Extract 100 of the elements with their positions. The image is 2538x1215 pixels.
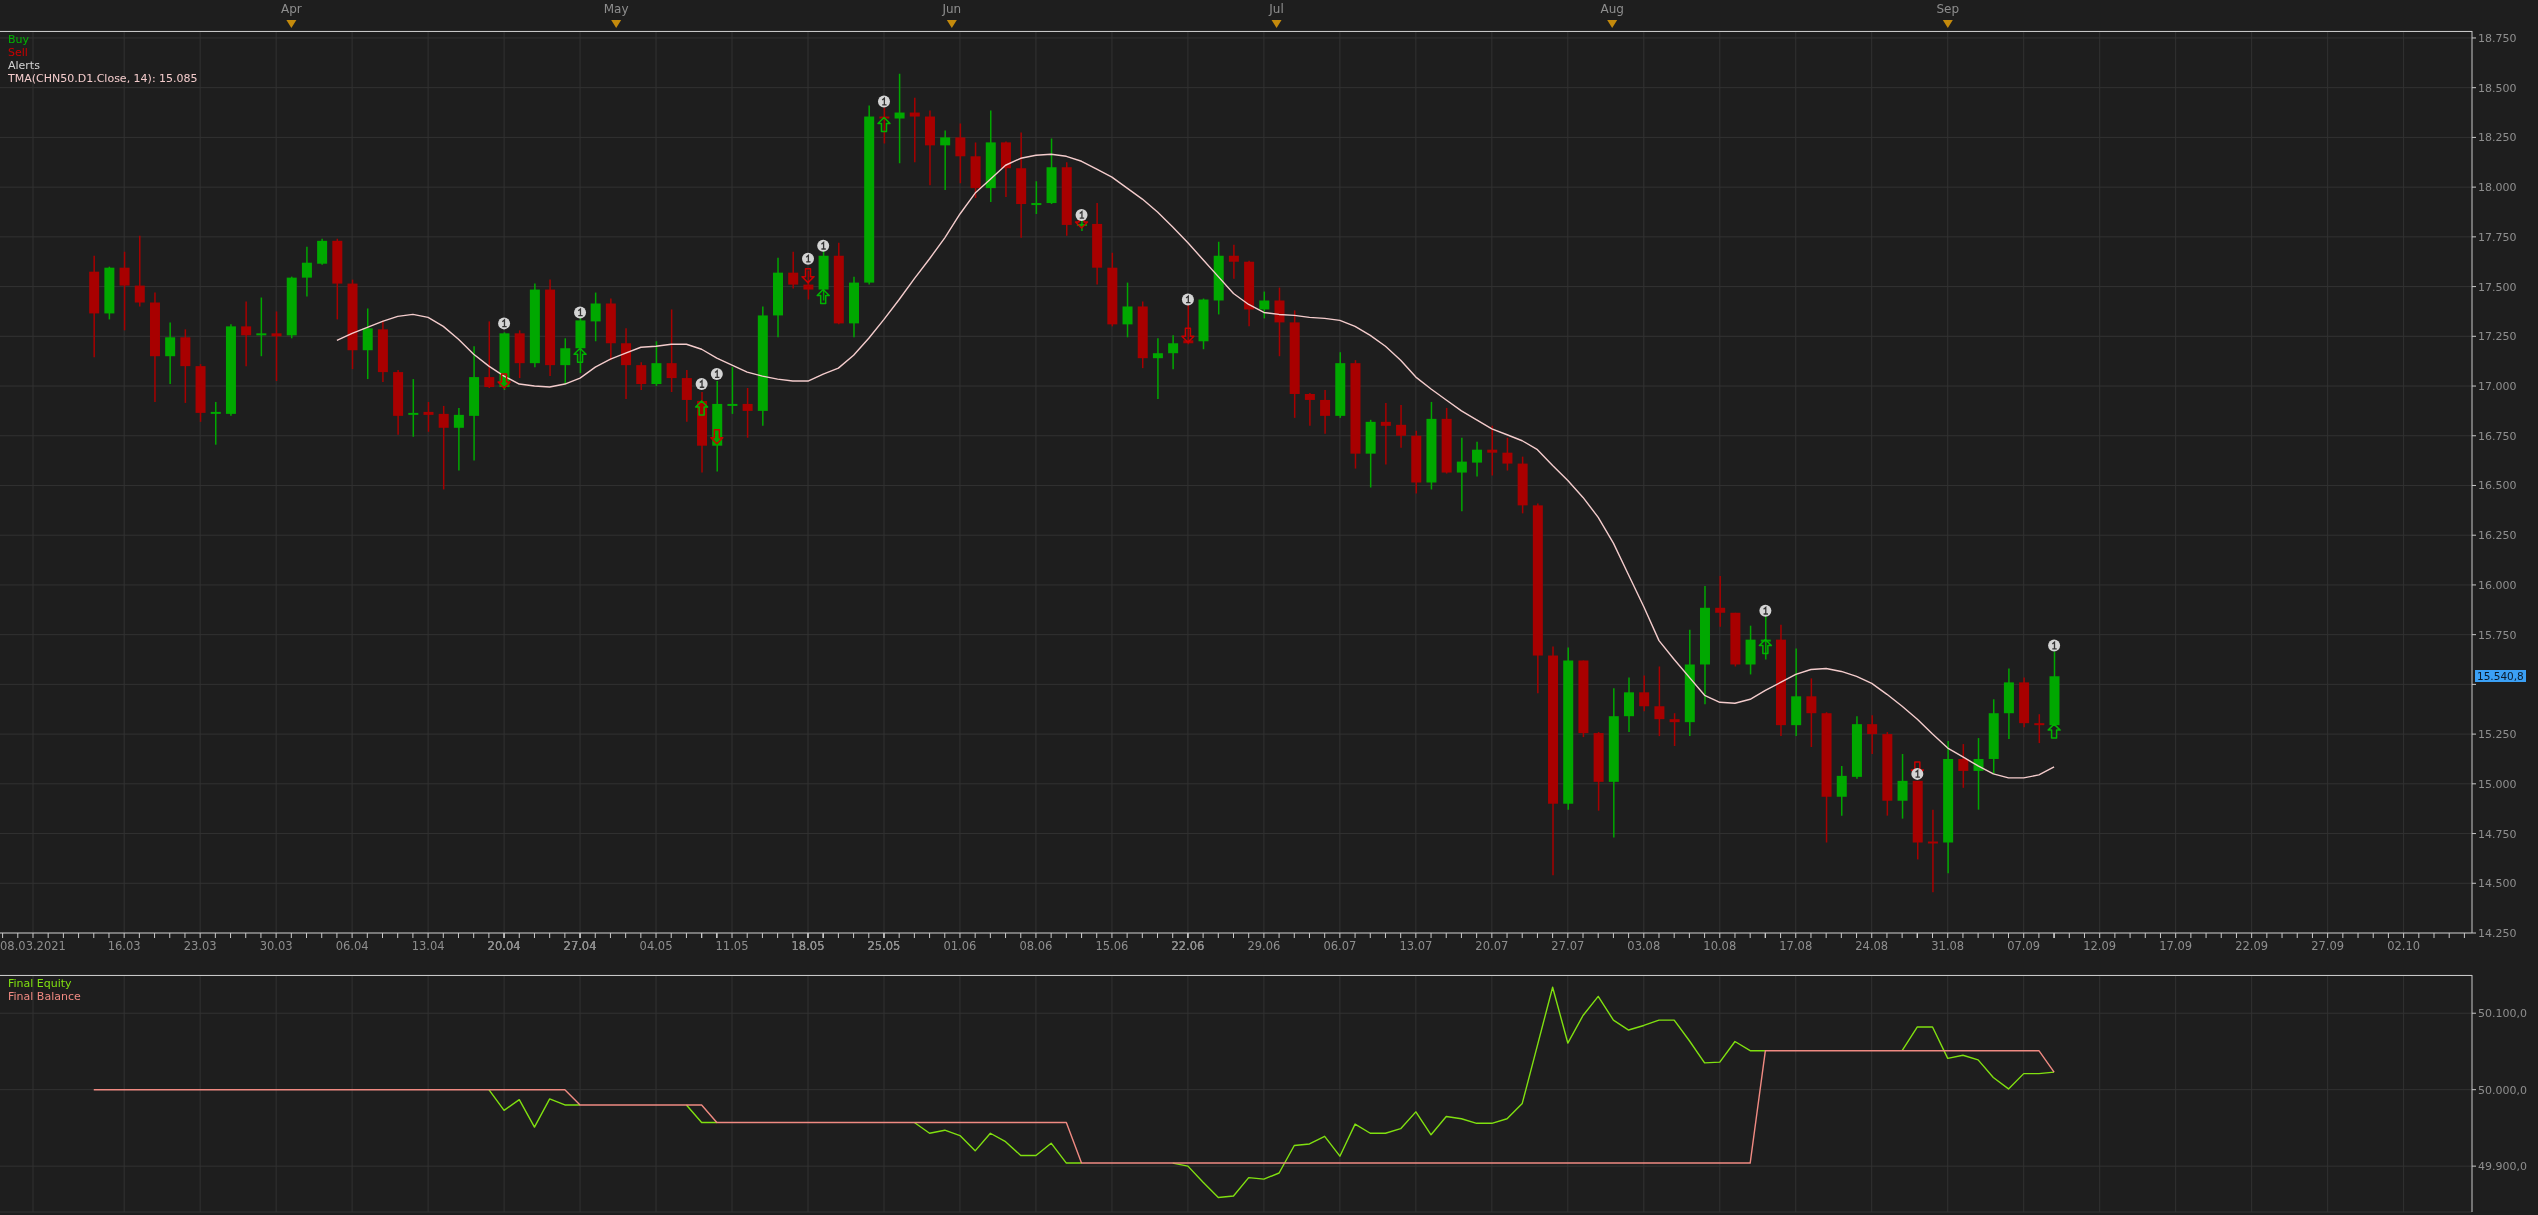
candlestick bbox=[788, 251, 799, 290]
text: Buy bbox=[8, 33, 31, 46]
y-tick-label: 17.000 bbox=[2478, 380, 2517, 394]
text: Sell bbox=[8, 46, 29, 59]
y-tick-label: 50.000,0 bbox=[2478, 1083, 2527, 1097]
candlestick bbox=[909, 96, 920, 164]
x-tick-label: 24.08 bbox=[1855, 939, 1889, 953]
candlestick bbox=[1380, 402, 1391, 466]
point bbox=[710, 429, 724, 445]
candlestick bbox=[1502, 437, 1513, 472]
candlestick bbox=[560, 337, 571, 385]
x2-tick-label: Aug bbox=[1600, 2, 1624, 16]
point bbox=[710, 368, 723, 381]
candlestick bbox=[408, 378, 419, 438]
candlestick bbox=[1897, 753, 1908, 820]
y-tick-label: 16.250 bbox=[2478, 529, 2517, 543]
y-tick-label: 18.000 bbox=[2478, 181, 2517, 195]
y-tick-label: 16.500 bbox=[2478, 479, 2517, 493]
y-tick-label: 16.000 bbox=[2478, 578, 2517, 592]
x-tick-label: 08.06 bbox=[1019, 939, 1053, 953]
y-tick-label: 17.750 bbox=[2478, 230, 2517, 244]
x-tick-label: 07.09 bbox=[2007, 939, 2041, 953]
candlestick bbox=[1669, 712, 1680, 747]
candlestick bbox=[1958, 743, 1969, 789]
candlestick bbox=[666, 308, 677, 393]
x-tick-label: 29.06 bbox=[1247, 939, 1281, 953]
x2-tick-label: Jul bbox=[1268, 2, 1284, 16]
point bbox=[1758, 638, 1773, 655]
x-tick-label: 13.04 bbox=[411, 939, 445, 953]
y-tick-label: 18.500 bbox=[2478, 81, 2517, 95]
candlestick bbox=[256, 296, 267, 357]
candlestick bbox=[453, 407, 464, 472]
x-tick-label: 17.08 bbox=[1779, 939, 1813, 953]
candlestick bbox=[1228, 244, 1239, 280]
candlestick bbox=[940, 129, 951, 191]
candlestick bbox=[681, 369, 692, 423]
y-tick-label: 14.750 bbox=[2478, 827, 2517, 841]
y-tick-label: 15.250 bbox=[2478, 728, 2517, 742]
candlestick bbox=[1867, 714, 1878, 755]
y-tick-label: 15.000 bbox=[2478, 777, 2517, 791]
candlestick bbox=[1927, 808, 1938, 893]
point bbox=[2047, 723, 2061, 739]
y-tick-label: 14.500 bbox=[2478, 877, 2517, 891]
candlestick bbox=[1654, 665, 1665, 737]
candlestick bbox=[590, 291, 601, 343]
point bbox=[694, 400, 709, 416]
x-tick-label: 04.05 bbox=[639, 939, 673, 953]
x-tick-label: 11.05 bbox=[715, 939, 749, 953]
candlestick bbox=[621, 327, 632, 400]
candlestick bbox=[1304, 392, 1315, 427]
point bbox=[573, 347, 587, 363]
text: TMA(CHN50.D1.Close, 14): 15.085 bbox=[8, 72, 198, 85]
candlestick bbox=[1715, 575, 1726, 628]
y-tick-label: 18.750 bbox=[2478, 31, 2517, 45]
point bbox=[816, 288, 830, 305]
x-tick-label: 06.04 bbox=[335, 939, 369, 953]
x-tick-label: 31.08 bbox=[1931, 939, 1965, 953]
text: Final Equity bbox=[8, 977, 73, 990]
candlestick bbox=[317, 238, 328, 266]
x-tick-label: 16.03 bbox=[107, 939, 141, 953]
y-tick-label: 16.750 bbox=[2478, 429, 2517, 443]
candlestick bbox=[1274, 286, 1285, 357]
point bbox=[497, 373, 511, 389]
x-tick-label: 03.08 bbox=[1627, 939, 1661, 953]
candlestick bbox=[1639, 674, 1650, 712]
x-tick-label: 15.06 bbox=[1095, 939, 1129, 953]
x-tick-label: 27.04 bbox=[563, 939, 597, 953]
x-tick-label: 01.06 bbox=[943, 939, 977, 953]
candlestick bbox=[894, 73, 905, 165]
candlestick bbox=[484, 320, 495, 389]
candlestick bbox=[2034, 713, 2045, 744]
candlestick bbox=[134, 235, 145, 308]
x-tick-label: 18.05 bbox=[791, 939, 825, 953]
point bbox=[801, 267, 815, 284]
x-tick-label: 12.09 bbox=[2083, 939, 2117, 953]
text: 15.540,8 bbox=[2475, 670, 2526, 683]
candlestick bbox=[1624, 676, 1635, 733]
x-tick-label: 13.07 bbox=[1399, 939, 1433, 953]
x-tick-label: 06.07 bbox=[1323, 939, 1357, 953]
candlestick bbox=[636, 361, 647, 391]
candlestick bbox=[1806, 677, 1817, 748]
y-tick-label: 49.900,0 bbox=[2478, 1160, 2527, 1174]
y-tick-label: 14.250 bbox=[2478, 927, 2517, 940]
candlestick bbox=[210, 401, 221, 446]
x-tick-label: 22.06 bbox=[1171, 939, 1205, 953]
point bbox=[1181, 327, 1195, 344]
x-tick-label: 02.10 bbox=[2387, 939, 2421, 953]
candlestick bbox=[651, 340, 662, 387]
y-tick-label: 18.250 bbox=[2478, 131, 2517, 145]
line-series bbox=[336, 153, 2055, 779]
candlestick bbox=[1456, 437, 1467, 513]
x-tick-label: 17.09 bbox=[2159, 939, 2193, 953]
y-tick-label: 15.750 bbox=[2478, 628, 2517, 642]
x-tick-label: 20.07 bbox=[1475, 939, 1509, 953]
x-tick-label: 10.08 bbox=[1703, 939, 1737, 953]
x-tick-label: 27.07 bbox=[1551, 939, 1585, 953]
candlestick bbox=[1836, 765, 1847, 817]
candlestick bbox=[727, 366, 738, 415]
candlestick bbox=[438, 405, 449, 491]
y-tick-label: 50.100,0 bbox=[2478, 1007, 2527, 1021]
